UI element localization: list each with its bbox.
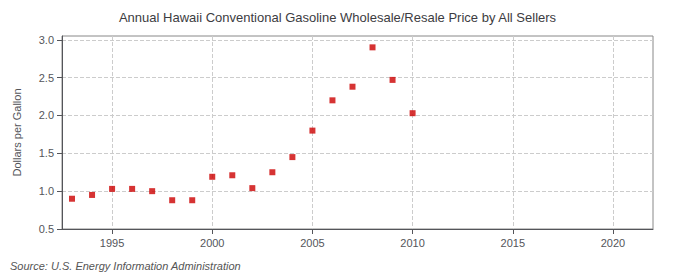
svg-text:1.0: 1.0 bbox=[39, 185, 54, 197]
svg-text:2020: 2020 bbox=[601, 237, 625, 249]
svg-text:Dollars per Gallon: Dollars per Gallon bbox=[11, 88, 23, 176]
svg-text:2005: 2005 bbox=[300, 237, 324, 249]
svg-text:Source: U.S. Energy Informatio: Source: U.S. Energy Information Administ… bbox=[10, 260, 241, 272]
svg-text:1.5: 1.5 bbox=[39, 147, 54, 159]
svg-text:0.5: 0.5 bbox=[39, 223, 54, 235]
svg-text:Annual Hawaii Conventional Gas: Annual Hawaii Conventional Gasoline Whol… bbox=[119, 10, 557, 25]
svg-text:2015: 2015 bbox=[501, 237, 525, 249]
svg-text:1995: 1995 bbox=[100, 237, 124, 249]
svg-text:2.5: 2.5 bbox=[39, 72, 54, 84]
svg-text:3.0: 3.0 bbox=[39, 34, 54, 46]
svg-text:2000: 2000 bbox=[200, 237, 224, 249]
svg-text:2.0: 2.0 bbox=[39, 109, 54, 121]
svg-text:2010: 2010 bbox=[400, 237, 424, 249]
